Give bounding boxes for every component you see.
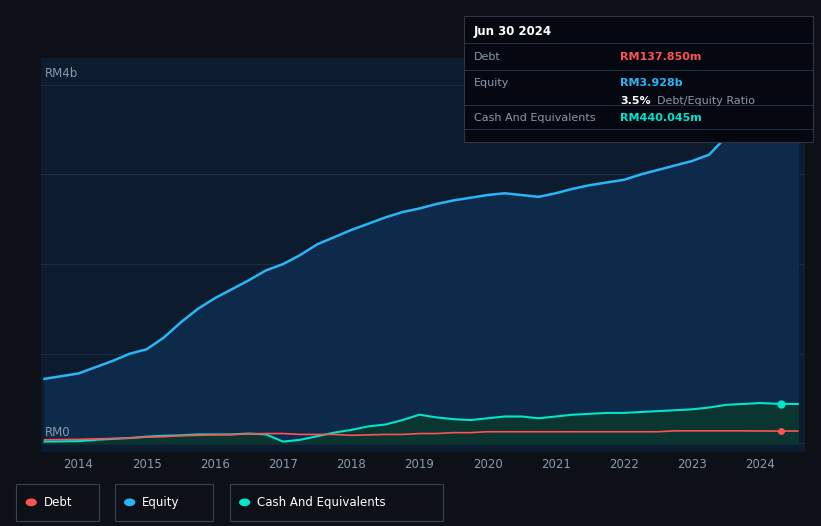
- Text: Cash And Equivalents: Cash And Equivalents: [257, 496, 386, 509]
- Text: Debt/Equity Ratio: Debt/Equity Ratio: [657, 96, 754, 106]
- Text: Debt: Debt: [474, 52, 501, 62]
- Text: Debt: Debt: [44, 496, 72, 509]
- Text: Equity: Equity: [474, 78, 509, 88]
- Text: RM3.928b: RM3.928b: [620, 78, 682, 88]
- Text: RM4b: RM4b: [45, 67, 78, 80]
- Text: Jun 30 2024: Jun 30 2024: [474, 25, 552, 38]
- Text: Cash And Equivalents: Cash And Equivalents: [474, 113, 595, 123]
- Text: 3.5%: 3.5%: [620, 96, 650, 106]
- Text: RM440.045m: RM440.045m: [620, 113, 702, 123]
- Text: Equity: Equity: [142, 496, 180, 509]
- Text: RM137.850m: RM137.850m: [620, 52, 701, 62]
- Text: RM0: RM0: [45, 426, 71, 439]
